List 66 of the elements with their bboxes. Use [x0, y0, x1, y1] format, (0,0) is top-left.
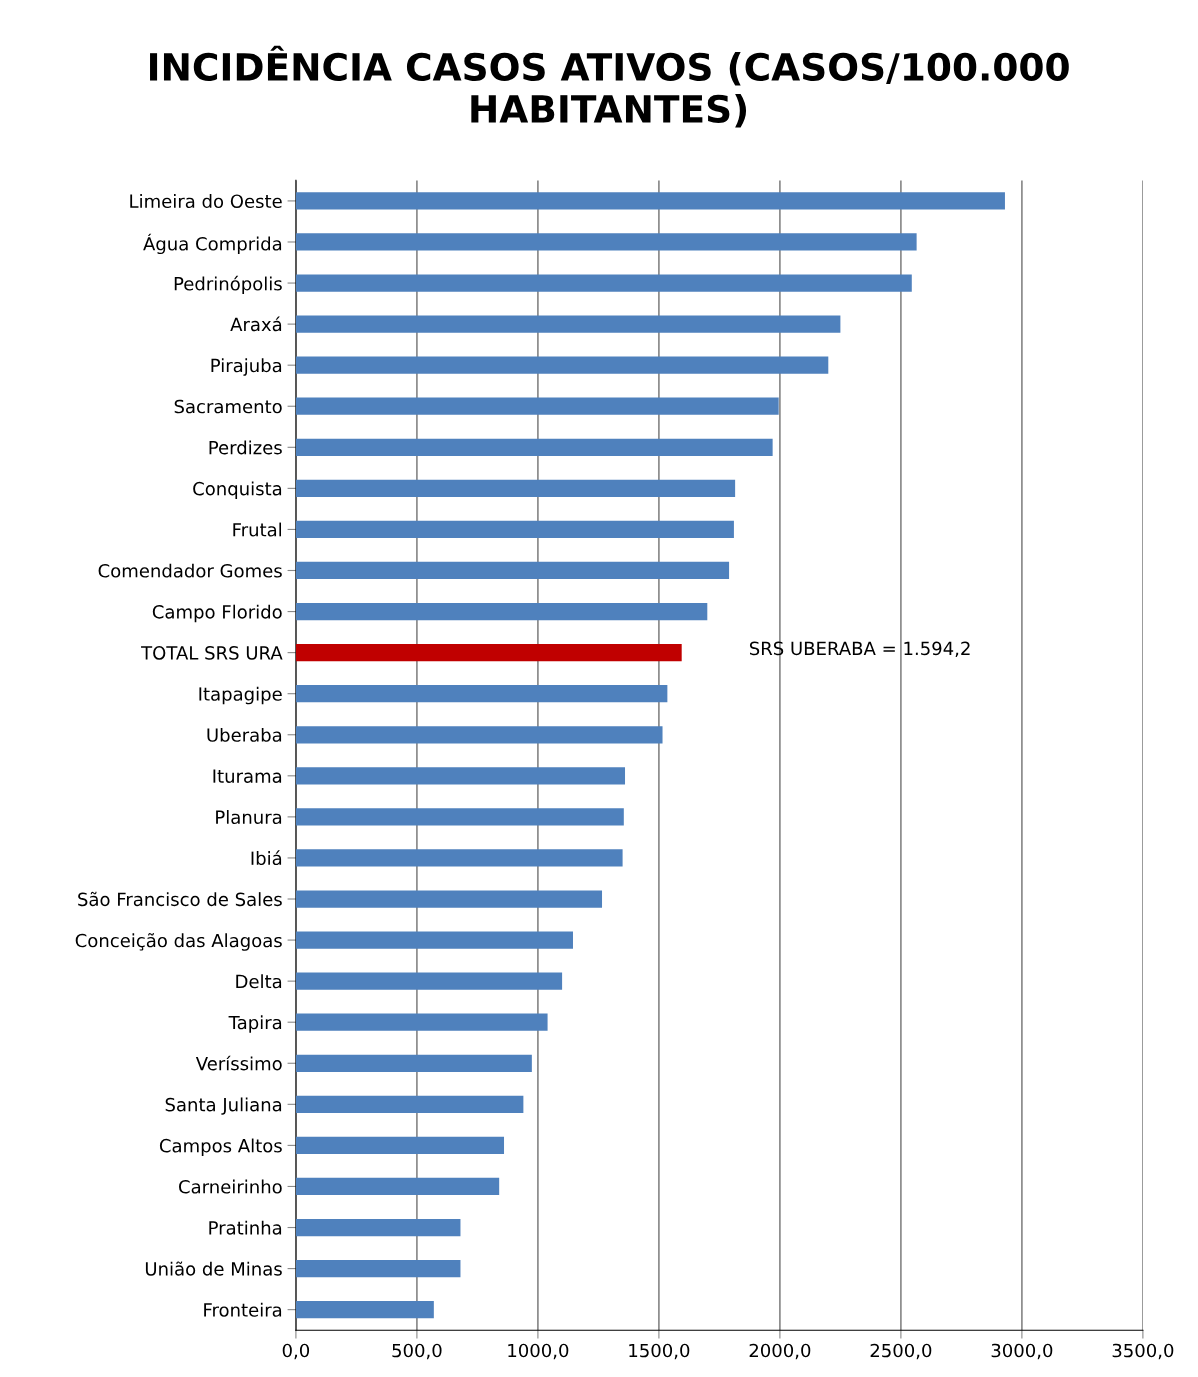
y-tick-label: Uberaba: [207, 727, 282, 742]
y-tick-label: TOTAL SRS URA: [141, 646, 283, 660]
y-tick-label: Planura: [216, 810, 282, 824]
bar: [295, 274, 912, 292]
x-tick-label: 3000,0: [991, 1343, 1053, 1360]
bar: [295, 1177, 500, 1196]
bar: [295, 767, 626, 785]
bar: [295, 479, 736, 497]
bar: [295, 1218, 461, 1237]
x-tick-label: 2000,0: [749, 1343, 811, 1360]
annotation: SRS UBERABA = 1.594,2: [749, 641, 970, 658]
y-tick-label: Frutal: [233, 522, 282, 537]
bar: [295, 808, 624, 826]
bar: [295, 1054, 532, 1072]
bar: [295, 849, 623, 867]
x-tick-label: 1000,0: [508, 1343, 569, 1360]
y-tick-label: Limeira do Oeste: [130, 194, 282, 209]
y-tick-label: Conceição das Alagoas: [75, 933, 282, 951]
bar: [295, 315, 841, 333]
x-tick-label: 500,0: [392, 1343, 442, 1360]
y-tick-label: Veríssimo: [195, 1055, 282, 1071]
bar: [295, 1259, 461, 1278]
y-tick-label: Pratinha: [209, 1220, 282, 1235]
chart-title: INCIDÊNCIA CASOS ATIVOS (CASOS/100.000 HABITANTES): [150, 45, 1069, 128]
y-tick-label: Santa Juliana: [165, 1097, 282, 1115]
y-tick-label: Perdizes: [209, 440, 282, 455]
bar: [295, 1013, 548, 1031]
bar: [295, 972, 563, 990]
bar: [295, 397, 779, 415]
y-tick-label: Conquista: [193, 481, 282, 499]
bar: [295, 356, 829, 374]
bar: [295, 726, 663, 744]
bar: [295, 561, 730, 580]
y-tick-label: Iturama: [213, 769, 282, 783]
x-tick-label: 3500,0: [1112, 1343, 1174, 1360]
x-tick-label: 2500,0: [870, 1343, 932, 1360]
y-tick-label: Campos Altos: [159, 1138, 282, 1157]
bar: [295, 520, 734, 539]
y-tick-label: Carneirinho: [179, 1179, 282, 1194]
bar: [295, 602, 708, 621]
bar: [295, 438, 773, 456]
x-tick-label: 0,0: [282, 1343, 310, 1360]
y-tick-label: Araxá: [230, 316, 282, 332]
bar: [295, 890, 603, 908]
bar: [295, 1095, 524, 1113]
y-tick-label: Itapagipe: [199, 686, 282, 705]
y-tick-label: União de Minas: [145, 1261, 282, 1276]
bar: [295, 931, 573, 949]
bar: [295, 1301, 434, 1319]
bar: [295, 192, 1005, 210]
y-tick-label: Comendador Gomes: [98, 563, 282, 578]
y-tick-label: Pedrinópolis: [174, 275, 282, 295]
x-tick-label: 1500,0: [629, 1343, 690, 1360]
bar: [295, 644, 682, 662]
y-tick-label: Água Comprida: [143, 233, 282, 255]
bar: [295, 233, 917, 251]
y-tick-label: São Francisco de Sales: [78, 891, 282, 907]
y-tick-label: Sacramento: [174, 399, 282, 414]
bar: [295, 1136, 505, 1155]
y-tick-label: Pirajuba: [211, 358, 282, 376]
y-tick-label: Ibiá: [251, 850, 282, 866]
y-tick-label: Tapira: [228, 1015, 282, 1033]
y-tick-label: Fronteira: [204, 1302, 282, 1317]
y-tick-label: Delta: [236, 974, 282, 989]
y-tick-label: Campo Florido: [152, 604, 282, 623]
bar: [295, 685, 668, 703]
